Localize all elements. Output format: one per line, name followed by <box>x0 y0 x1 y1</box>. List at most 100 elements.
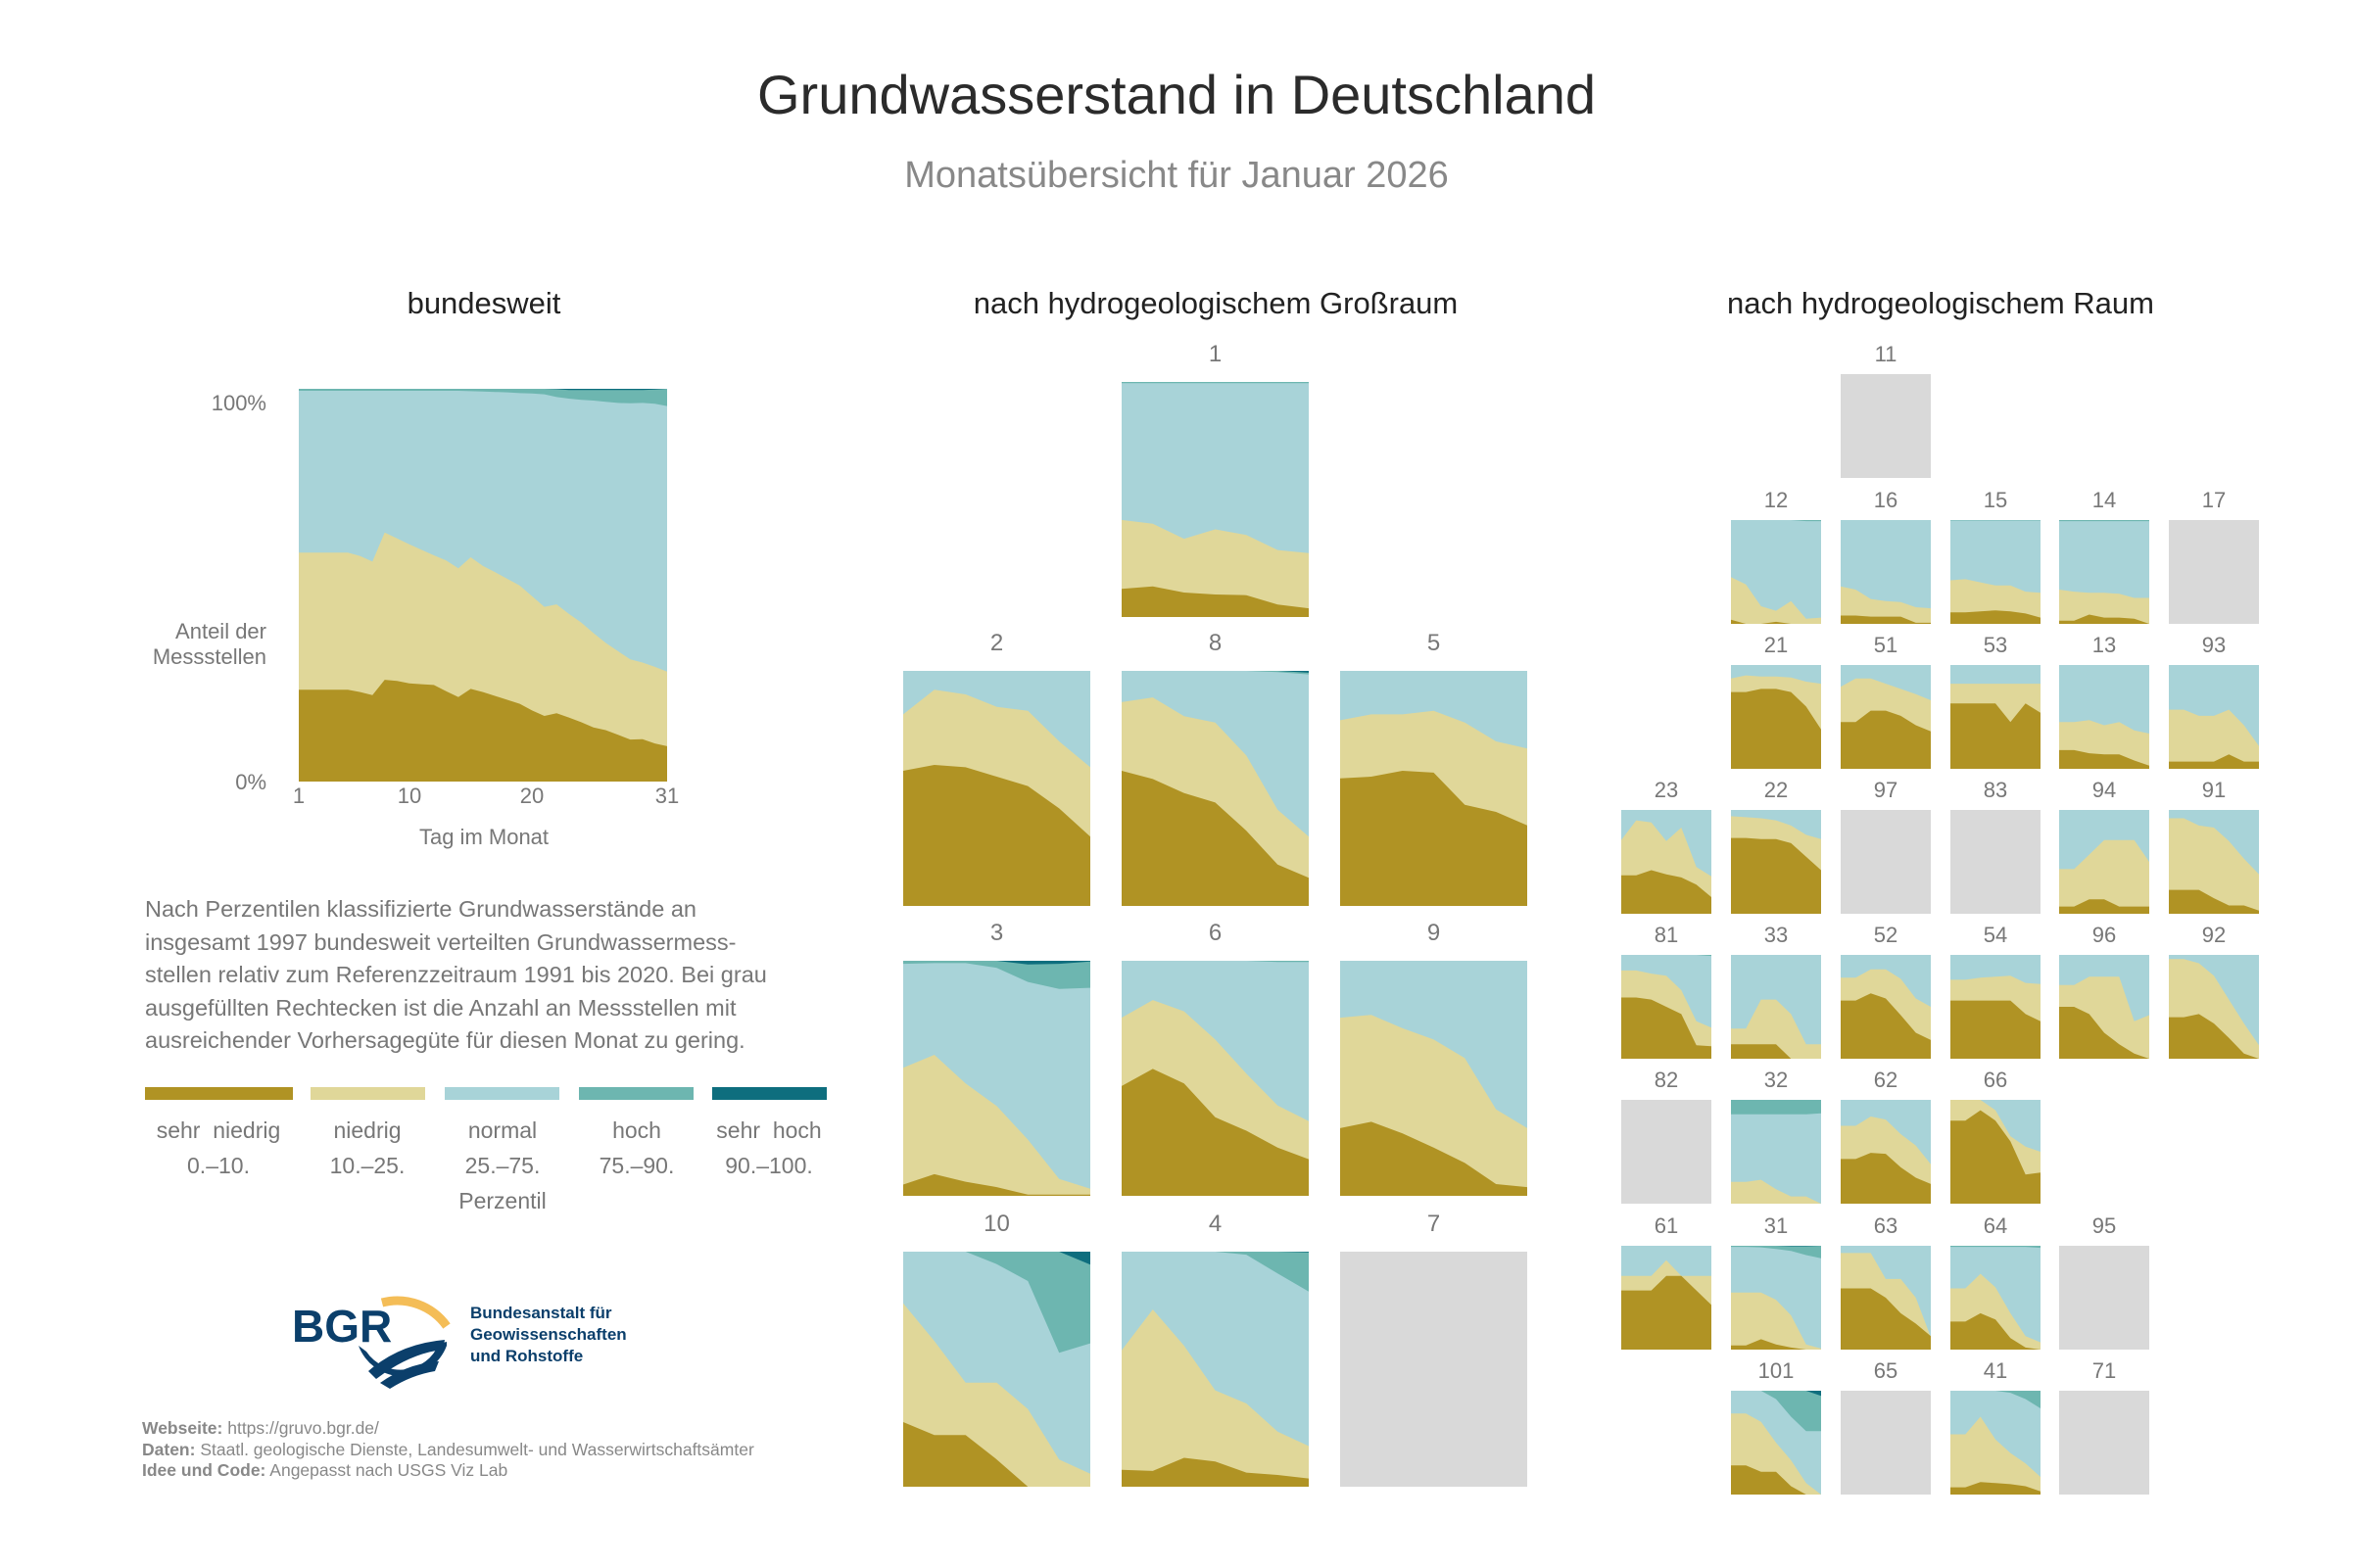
national-stacked-area-chart <box>299 389 667 782</box>
raum-panel-65 <box>1841 1391 1931 1495</box>
bgr-logo: BGR Bundesanstalt für Geowissenschaften … <box>292 1285 645 1393</box>
area-sehr-niedrig <box>1950 610 2041 624</box>
area-sehr-niedrig <box>1841 615 1931 624</box>
legend-class: sehr hoch <box>716 1117 822 1143</box>
raum-label-33: 33 <box>1763 923 1789 947</box>
legend-swatch-sehr-hoch <box>712 1087 827 1100</box>
legend-swatch-hoch <box>579 1087 694 1100</box>
y-axis-label: Anteil der Messstellen <box>152 619 266 669</box>
raum-label-92: 92 <box>2201 923 2227 947</box>
raum-label-65: 65 <box>1873 1358 1898 1383</box>
page-title: Grundwasserstand in Deutschland <box>756 64 1597 125</box>
grossraum-panel-5 <box>1340 671 1527 906</box>
data-source: Staatl. geologische Dienste, Landesumwel… <box>200 1439 754 1459</box>
grossraum-label-6: 6 <box>1208 920 1223 946</box>
raum-label-101: 101 <box>1757 1358 1795 1383</box>
grossraum-panel-6 <box>1122 961 1309 1196</box>
legend-range: 25.–75. <box>464 1153 541 1178</box>
grossraum-label-3: 3 <box>989 920 1004 946</box>
description-line: ausreichender Vorhersagegüte für diesen … <box>145 1027 745 1053</box>
grossraum-label-10: 10 <box>984 1211 1010 1237</box>
area-sehr-niedrig <box>2059 1007 2149 1059</box>
raum-label-52: 52 <box>1873 923 1898 947</box>
grossraum-panel-4 <box>1122 1252 1309 1487</box>
area-niedrig <box>1731 1292 1821 1350</box>
raum-label-96: 96 <box>2091 923 2117 947</box>
area-sehr-niedrig <box>1950 703 2041 769</box>
raum-label-61: 61 <box>1654 1213 1679 1238</box>
raum-label-32: 32 <box>1763 1068 1789 1092</box>
area-sehr-niedrig <box>903 1422 1090 1487</box>
footer-key: Webseite: <box>142 1418 223 1438</box>
legend-label-normal: normal 25.–75. Perzentil <box>434 1113 571 1218</box>
insufficient-data-rect <box>1841 810 1931 914</box>
logo-line: Geowissenschaften <box>470 1325 627 1344</box>
legend-label-hoch: hoch 75.–90. <box>568 1113 705 1183</box>
area-sehr-niedrig <box>1950 1312 2041 1350</box>
raum-label-66: 66 <box>1983 1068 2008 1092</box>
raum-label-23: 23 <box>1654 778 1679 802</box>
raum-label-93: 93 <box>2201 633 2227 657</box>
insufficient-data-rect <box>2169 520 2259 624</box>
grossraum-label-5: 5 <box>1426 630 1441 656</box>
raum-panel-94 <box>2059 810 2149 914</box>
grossraum-panel-1 <box>1122 382 1309 617</box>
raum-label-54: 54 <box>1983 923 2008 947</box>
area-sehr-niedrig <box>903 765 1090 906</box>
code-credit: Angepasst nach USGS Viz Lab <box>269 1460 508 1480</box>
x-axis-label: Tag im Monat <box>418 825 550 849</box>
area-sehr-niedrig <box>1122 1457 1309 1487</box>
area-sehr-niedrig <box>299 680 667 782</box>
raum-panel-22 <box>1731 810 1821 914</box>
area-sehr-niedrig <box>1731 619 1821 624</box>
insufficient-data-rect <box>1841 1391 1931 1495</box>
raum-label-64: 64 <box>1983 1213 2008 1238</box>
raum-label-22: 22 <box>1763 778 1789 802</box>
description-line: ausgefüllten Rechtecken ist die Anzahl a… <box>145 994 737 1021</box>
raum-panel-15 <box>1950 520 2041 624</box>
legend-swatch-normal <box>445 1087 559 1100</box>
raum-label-12: 12 <box>1763 488 1789 512</box>
raum-panel-93 <box>2169 665 2259 769</box>
raum-panel-96 <box>2059 955 2149 1059</box>
raum-panel-53 <box>1950 665 2041 769</box>
raum-label-21: 21 <box>1763 633 1789 657</box>
raum-label-41: 41 <box>1983 1358 2008 1383</box>
area-sehr-niedrig <box>1950 1110 2041 1204</box>
area-sehr-niedrig <box>1841 1153 1931 1204</box>
raum-label-31: 31 <box>1763 1213 1789 1238</box>
raum-label-82: 82 <box>1654 1068 1679 1092</box>
raum-label-16: 16 <box>1873 488 1898 512</box>
raum-label-91: 91 <box>2201 778 2227 802</box>
area-sehr-niedrig <box>1122 586 1309 617</box>
x-tick-1: 1 <box>292 784 306 808</box>
raum-panel-95 <box>2059 1246 2149 1350</box>
grossraum-label-1: 1 <box>1208 341 1223 367</box>
grossraum-label-9: 9 <box>1426 920 1441 946</box>
raum-panel-12 <box>1731 520 1821 624</box>
area-sehr-niedrig <box>1950 1000 2041 1059</box>
legend-label-niedrig: niedrig 10.–25. <box>299 1113 436 1183</box>
raum-label-13: 13 <box>2091 633 2117 657</box>
website-link[interactable]: https://gruvo.bgr.de/ <box>227 1418 379 1438</box>
grossraum-panel-7 <box>1340 1252 1527 1487</box>
raum-panel-13 <box>2059 665 2149 769</box>
raum-panel-21 <box>1731 665 1821 769</box>
grossraum-panel-10 <box>903 1252 1090 1487</box>
area-sehr-niedrig <box>2169 889 2259 914</box>
raum-panel-83 <box>1950 810 2041 914</box>
raum-panel-54 <box>1950 955 2041 1059</box>
area-sehr-niedrig <box>1621 997 1711 1059</box>
description-line: stellen relativ zum Referenzzeitraum 199… <box>145 962 767 987</box>
raum-label-71: 71 <box>2091 1358 2117 1383</box>
page-subtitle: Monatsübersicht für Januar 2026 <box>904 155 1449 196</box>
raum-label-53: 53 <box>1983 633 2008 657</box>
legend-class: normal <box>467 1117 538 1143</box>
description-line: insgesamt 1997 bundesweit verteilten Gru… <box>145 928 737 955</box>
footer-key: Daten: <box>142 1439 196 1459</box>
area-niedrig <box>2169 709 2259 769</box>
area-sehr-niedrig <box>1621 1275 1711 1350</box>
raum-panel-14 <box>2059 520 2149 624</box>
raum-label-14: 14 <box>2091 488 2117 512</box>
raum-panel-51 <box>1841 665 1931 769</box>
